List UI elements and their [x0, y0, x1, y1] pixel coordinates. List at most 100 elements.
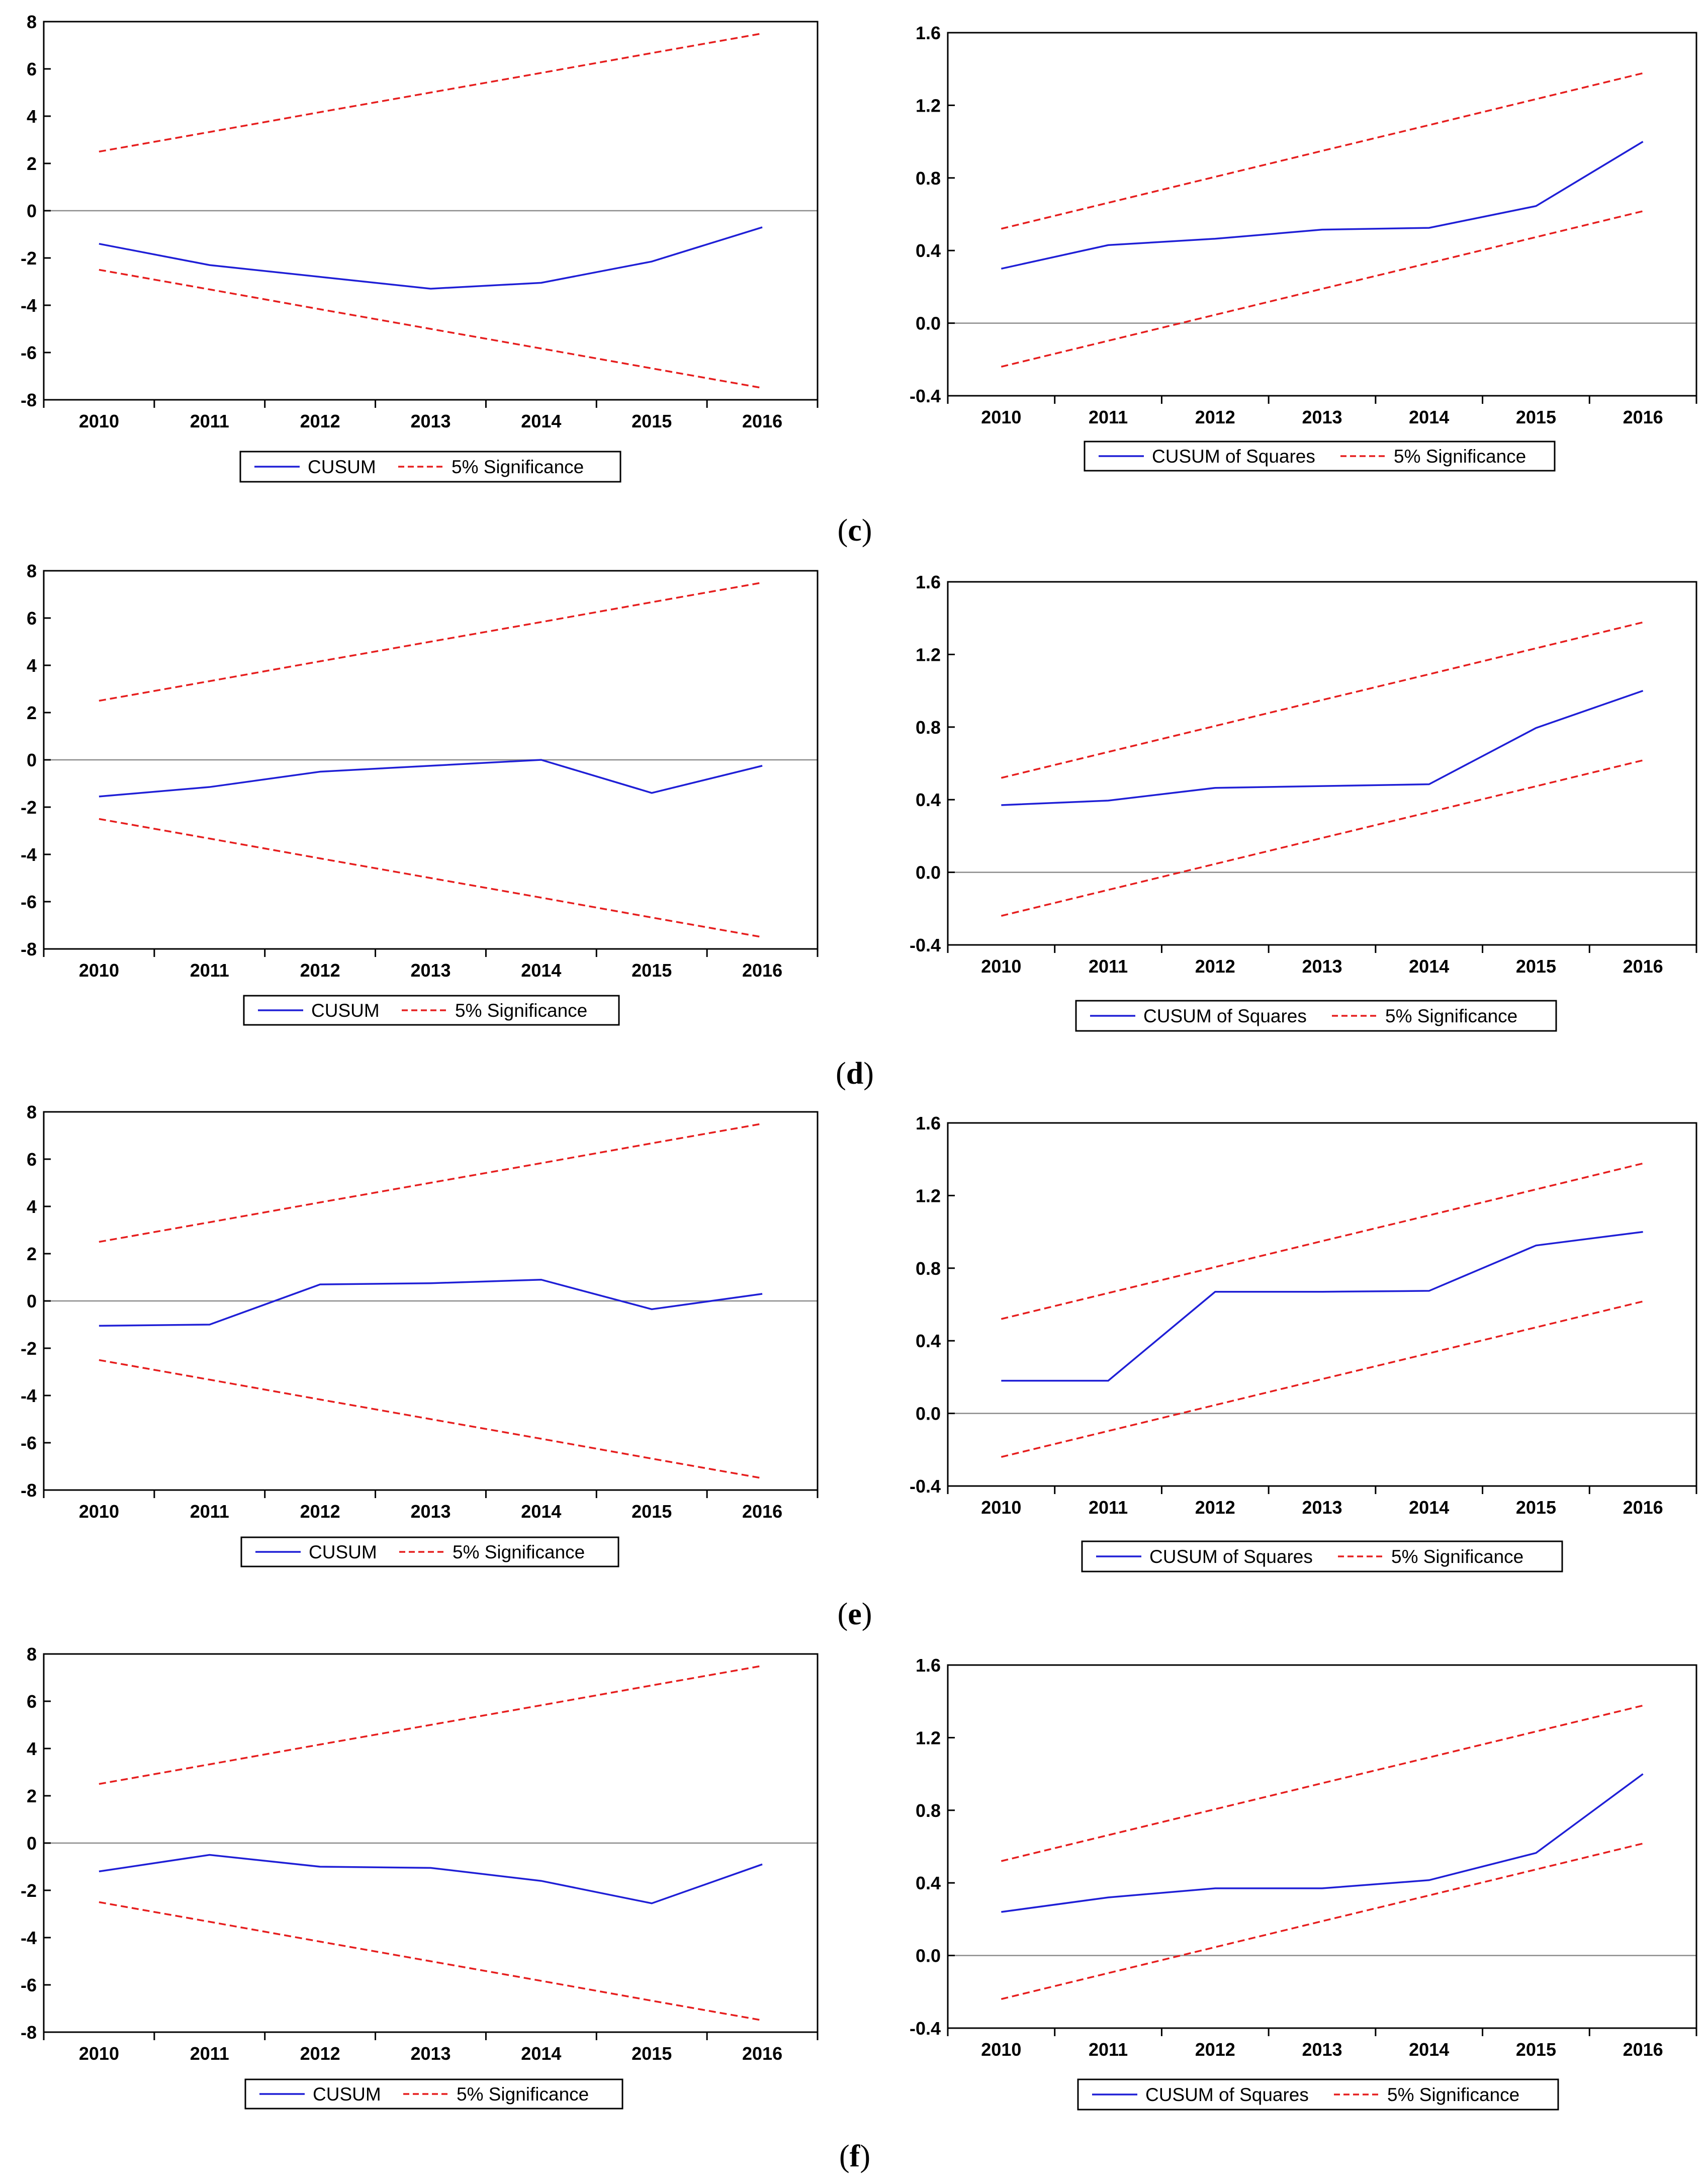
x-tick-label: 2014 — [1409, 956, 1449, 977]
y-tick-label: 0 — [27, 1833, 37, 1854]
legend: CUSUM 5% Significance — [240, 1536, 619, 1567]
caption-letter: e — [848, 1597, 862, 1631]
x-tick-label: 2011 — [190, 411, 229, 431]
x-tick-label: 2015 — [1516, 956, 1556, 977]
y-tick-label: 0.4 — [916, 1331, 941, 1351]
significance-lower-line — [1001, 759, 1644, 917]
legend-significance-label: 5% Significance — [455, 1000, 587, 1021]
plot-frame — [947, 1122, 1697, 1487]
y-tick-label: 2 — [27, 153, 37, 174]
y-tick-label: 1.6 — [916, 572, 941, 592]
plot-frame — [947, 1664, 1697, 2029]
legend-cusum-label: CUSUM — [308, 457, 376, 477]
y-tick-label: -8 — [21, 939, 37, 959]
significance-upper-line — [99, 581, 763, 702]
x-tick-label: 2010 — [981, 1497, 1021, 1518]
chart-f-left: 8 6 4 2 0 -2 -4 -6 -8 2010 2011 2012 2013 2014 2015 201… — [21, 1644, 819, 2110]
y-tick-label: -6 — [21, 892, 37, 912]
x-tick-label: 2011 — [190, 960, 229, 981]
y-tick-label: 4 — [27, 1196, 37, 1217]
legend-box — [1081, 1540, 1563, 1573]
x-tick-label: 2012 — [1195, 956, 1235, 977]
y-tick-label: -0.4 — [910, 386, 941, 406]
legend-cusum-label: CUSUM of Squares — [1143, 1006, 1307, 1026]
legend-significance-label: 5% Significance — [1387, 2084, 1519, 2105]
x-tick-label: 2014 — [521, 1501, 561, 1522]
y-tick-label: 4 — [27, 655, 37, 676]
y-tick-label: 0.0 — [916, 313, 941, 334]
caption-f: (f) — [839, 2139, 870, 2173]
y-tick-label: -0.4 — [910, 1476, 941, 1497]
y-tick-label: 6 — [27, 1149, 37, 1170]
y-tick-label: 0.8 — [916, 168, 941, 189]
x-tick-label: 2010 — [79, 411, 119, 431]
y-tick-label: 1.2 — [916, 644, 941, 665]
y-tick-label: 0.0 — [916, 1946, 941, 1966]
y-tick-label: 0.4 — [916, 240, 941, 261]
y-tick-label: 1.6 — [916, 1655, 941, 1676]
legend-cusum-label: CUSUM of Squares — [1149, 1546, 1313, 1567]
x-tick-label: 2013 — [410, 411, 451, 431]
legend-box — [1084, 441, 1556, 472]
y-tick-label: 8 — [27, 12, 37, 32]
x-tick-label: 2011 — [1089, 956, 1128, 977]
legend-significance-label: 5% Significance — [457, 2084, 589, 2105]
chart-c-left: 8 6 4 2 0 -2 -4 -6 -8 2010 2011 2012 2013 2014 2015 201… — [21, 12, 819, 483]
legend-cusum-label: CUSUM — [309, 1542, 377, 1562]
significance-lower-line — [1001, 210, 1644, 368]
x-tick-label: 2010 — [981, 956, 1021, 977]
y-tick-label: 2 — [27, 1244, 37, 1264]
legend: CUSUM 5% Significance — [239, 451, 621, 483]
x-tick-label: 2016 — [1623, 1497, 1663, 1518]
significance-upper-line — [1001, 72, 1644, 230]
x-tick-label: 2016 — [742, 411, 782, 431]
x-tick-label: 2014 — [1409, 407, 1449, 427]
y-tick-label: -8 — [21, 2022, 37, 2043]
cusum-line — [99, 1854, 763, 1904]
cusum-squares-line — [1001, 1773, 1644, 1913]
x-tick-label: 2014 — [521, 411, 561, 431]
caption-letter: f — [850, 2139, 861, 2173]
y-tick-label: -6 — [21, 1975, 37, 1995]
x-tick-label: 2015 — [1516, 1497, 1556, 1518]
y-tick-label: -0.4 — [910, 935, 941, 955]
legend-box — [1075, 1000, 1557, 1032]
y-tick-label: -2 — [21, 248, 37, 269]
significance-lower-line — [99, 818, 763, 938]
x-tick-label: 2015 — [632, 411, 672, 431]
x-tick-label: 2016 — [742, 960, 782, 981]
y-tick-label: 8 — [27, 561, 37, 581]
y-tick-label: 0.4 — [916, 790, 941, 810]
significance-upper-line — [1001, 1704, 1644, 1862]
y-tick-label: 1.6 — [916, 23, 941, 43]
x-tick-label: 2011 — [1089, 2039, 1128, 2060]
cusum-squares-line — [1001, 141, 1644, 270]
significance-upper-line — [99, 32, 763, 153]
x-tick-label: 2014 — [521, 2043, 561, 2064]
y-tick-label: 0 — [27, 201, 37, 221]
legend-cusum-label: CUSUM of Squares — [1145, 2084, 1309, 2105]
x-tick-label: 2016 — [1623, 956, 1663, 977]
chart-f-right: 1.6 1.2 0.8 0.4 0.0 -0.4 2010 2011 2012 2013 2014 2… — [910, 1655, 1697, 2111]
chart-c-right: 1.6 1.2 0.8 0.4 0.0 -0.4 2010 2011 2012 2013 2014 2… — [910, 23, 1697, 472]
significance-upper-line — [1001, 1162, 1644, 1320]
x-tick-label: 2016 — [1623, 2039, 1663, 2060]
cusum-line — [99, 226, 763, 290]
significance-lower-line — [99, 1359, 763, 1479]
x-tick-label: 2011 — [190, 1501, 229, 1522]
y-tick-label: 1.2 — [916, 95, 941, 116]
y-tick-label: 0.4 — [916, 1873, 941, 1893]
legend-cusum-label: CUSUM — [313, 2084, 381, 2105]
plot-frame — [947, 32, 1697, 397]
legend-significance-label: 5% Significance — [1391, 1546, 1523, 1567]
x-tick-label: 2013 — [1302, 1497, 1342, 1518]
x-tick-label: 2012 — [300, 411, 340, 431]
y-tick-label: -2 — [21, 1880, 37, 1901]
cusum-squares-line — [1001, 1231, 1643, 1382]
y-tick-label: -4 — [21, 844, 37, 865]
x-tick-label: 2015 — [632, 960, 672, 981]
x-tick-label: 2010 — [981, 407, 1021, 427]
legend: CUSUM of Squares 5% Significance — [1084, 441, 1556, 472]
y-tick-label: 0.0 — [916, 1404, 941, 1424]
